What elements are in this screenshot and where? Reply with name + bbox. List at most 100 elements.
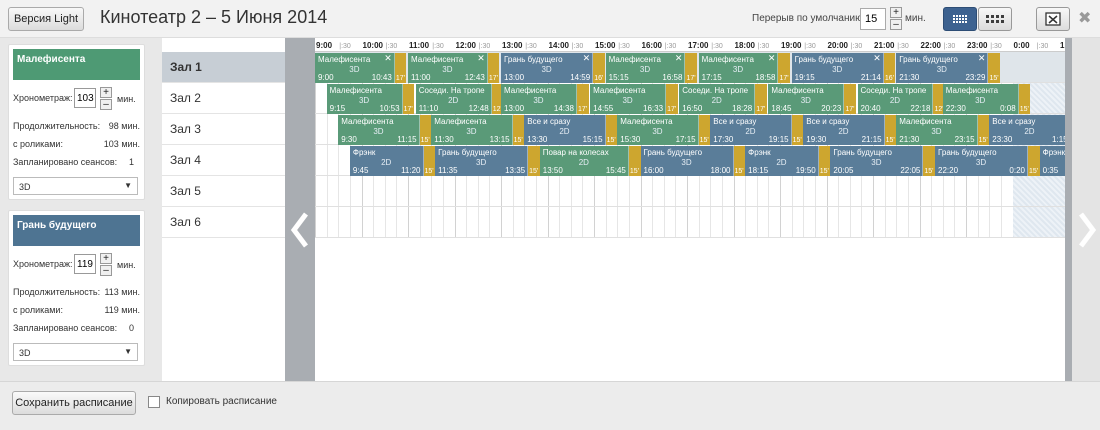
duration-decrement-button[interactable]: – [100,265,112,276]
break-decrement-button[interactable]: – [890,19,902,30]
session-block[interactable]: Малефисента 3D 22:30 0:08 [942,84,1019,114]
format-select[interactable]: 3D ▼ [13,343,138,361]
session-block[interactable]: Все и сразу 2D 13:30 15:15 [524,115,606,145]
session-block[interactable]: Соседи. На тропе 2D 20:40 22:18 [857,84,934,114]
session-block[interactable]: Малефисента 3D 21:30 23:15 [896,115,978,145]
session-block[interactable]: Малефисента 3D 15:30 17:15 [617,115,699,145]
session-block[interactable]: Соседи. На тропе 2D 11:10 12:48 [415,84,492,114]
session-end: 19:50 [795,166,816,175]
half-hour-label: |:30 [478,43,491,50]
session-block[interactable]: Грань будущего 3D 11:35 13:35 [435,146,529,176]
session-block[interactable]: Все и сразу 2D 19:30 21:15 [803,115,885,145]
hall-item[interactable]: Зал 5 [162,176,285,207]
remove-session-icon[interactable]: ✕ [582,53,591,63]
remove-session-icon[interactable]: ✕ [767,53,776,63]
break-increment-button[interactable]: + [890,7,902,18]
break-block[interactable]: 15' [791,115,804,145]
break-block[interactable]: 15' [423,146,436,176]
close-icon[interactable]: ✖ [1078,10,1092,27]
break-block[interactable]: 12' [491,84,504,114]
film-title[interactable]: Малефисента [13,49,140,80]
session-block[interactable]: Малефисента 3D 17:15 18:58 ✕ [698,53,779,83]
session-block[interactable]: Грань будущего 3D 16:00 18:00 [640,146,734,176]
hall-item[interactable]: Зал 2 [162,83,285,114]
remove-session-icon[interactable]: ✕ [977,53,986,63]
session-block[interactable]: Грань будущего 3D 20:05 22:05 [830,146,924,176]
break-block[interactable]: 17' [844,84,856,114]
view-large-grid-button[interactable] [978,7,1012,31]
grid-line [547,52,549,238]
hall-item[interactable]: Зал 6 [162,207,285,238]
default-break-input[interactable] [860,8,886,30]
session-block[interactable]: Грань будущего 3D 22:20 0:20 [935,146,1028,176]
break-block[interactable]: 15' [512,115,525,145]
session-block[interactable]: Малефисента 3D 11:00 12:43 ✕ [408,53,488,83]
break-block[interactable]: 15' [733,146,746,176]
light-version-button[interactable]: Версия Light [8,7,84,31]
break-block[interactable]: 15' [977,115,990,145]
session-block[interactable]: Фрэнк 2D 18:15 19:50 [745,146,819,176]
remove-session-icon[interactable]: ✕ [873,53,881,63]
prev-day-arrow[interactable] [285,208,315,252]
break-block[interactable]: 17' [778,53,791,83]
break-block[interactable]: 15' [923,146,935,176]
session-block[interactable]: Фрэнк 2D 9:45 11:20 [349,146,424,176]
break-duration: 17' [686,75,696,82]
duration-increment-button[interactable]: + [100,87,112,98]
session-block[interactable]: Грань будущего 3D 13:00 14:59 ✕ [501,53,594,83]
session-block[interactable]: Фрэнк2D0:35 [1039,146,1065,176]
duration-input[interactable] [74,88,96,108]
session-block[interactable]: Малефисента 3D 14:55 16:33 [590,84,667,114]
film-title[interactable]: Грань будущего [13,215,140,246]
session-block[interactable]: Соседи. На тропе 2D 16:50 18:28 [679,84,756,114]
remove-session-icon[interactable]: ✕ [384,53,392,63]
hall-item[interactable]: Зал 3 [162,114,285,145]
duration-input[interactable] [74,254,96,274]
break-block[interactable]: 17' [394,53,407,83]
break-block[interactable]: 15' [1028,146,1040,176]
session-block[interactable]: Малефисента 3D 18:45 20:23 [768,84,845,114]
copy-schedule-checkbox[interactable] [148,396,160,408]
session-block[interactable]: Малефисента 3D 11:30 13:15 [431,115,513,145]
session-block[interactable]: Грань будущего 3D 21:30 23:29 ✕ [896,53,989,83]
session-block[interactable]: Грань будущего 3D 19:15 21:14 ✕ [791,53,884,83]
break-block[interactable]: 16' [593,53,605,83]
break-block[interactable]: 17' [755,84,767,114]
session-block[interactable]: Малефисента 3D 9:15 10:53 [326,84,403,114]
session-block[interactable]: Малефисента 3D 9:00 10:43 ✕ [315,53,395,83]
break-block[interactable]: 15' [528,146,540,176]
break-block[interactable]: 16' [883,53,896,83]
break-block[interactable]: 15' [1018,84,1031,114]
break-block[interactable]: 15' [698,115,711,145]
break-block[interactable]: 15' [419,115,432,145]
export-excel-button[interactable] [1036,7,1070,31]
session-block[interactable]: Малефисента 3D 9:30 11:15 [338,115,420,145]
session-block[interactable]: Повар на колесах 2D 13:50 15:45 [539,146,629,176]
save-schedule-button[interactable]: Сохранить расписание [12,391,136,415]
grid-line [361,52,363,238]
break-block[interactable]: 17' [487,53,500,83]
duration-decrement-button[interactable]: – [100,99,112,110]
session-block[interactable]: Малефисента 3D 15:15 16:58 ✕ [605,53,686,83]
format-select[interactable]: 3D ▼ [13,177,138,195]
break-block[interactable]: 17' [576,84,589,114]
session-block[interactable]: Все и сразу 2D 17:30 19:15 [710,115,792,145]
break-block[interactable]: 12' [933,84,946,114]
hall-item[interactable]: Зал 4 [162,145,285,176]
break-block[interactable]: 17' [685,53,698,83]
break-block[interactable]: 17' [402,84,415,114]
break-block[interactable]: 17' [666,84,678,114]
remove-session-icon[interactable]: ✕ [674,53,683,63]
break-block[interactable]: 15' [605,115,618,145]
hall-item[interactable]: Зал 1 [162,52,285,83]
next-day-arrow[interactable] [1072,208,1100,252]
view-small-grid-button[interactable] [943,7,977,31]
break-block[interactable]: 15' [818,146,831,176]
break-block[interactable]: 15' [884,115,897,145]
break-block[interactable]: 15' [988,53,1001,83]
break-block[interactable]: 15' [628,146,641,176]
session-block[interactable]: Малефисента 3D 13:00 14:38 [501,84,577,114]
duration-increment-button[interactable]: + [100,253,112,264]
remove-session-icon[interactable]: ✕ [477,53,485,63]
